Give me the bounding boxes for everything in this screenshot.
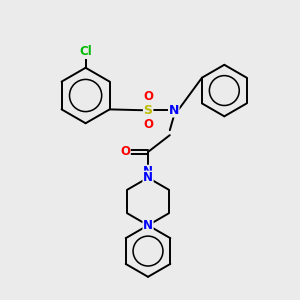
Text: S: S: [143, 104, 152, 117]
Text: O: O: [143, 90, 153, 103]
Text: O: O: [143, 118, 153, 131]
Text: N: N: [143, 219, 153, 232]
Text: N: N: [169, 104, 179, 117]
Text: N: N: [143, 165, 153, 178]
Text: O: O: [120, 146, 130, 158]
Text: N: N: [143, 171, 153, 184]
Text: Cl: Cl: [79, 45, 92, 58]
